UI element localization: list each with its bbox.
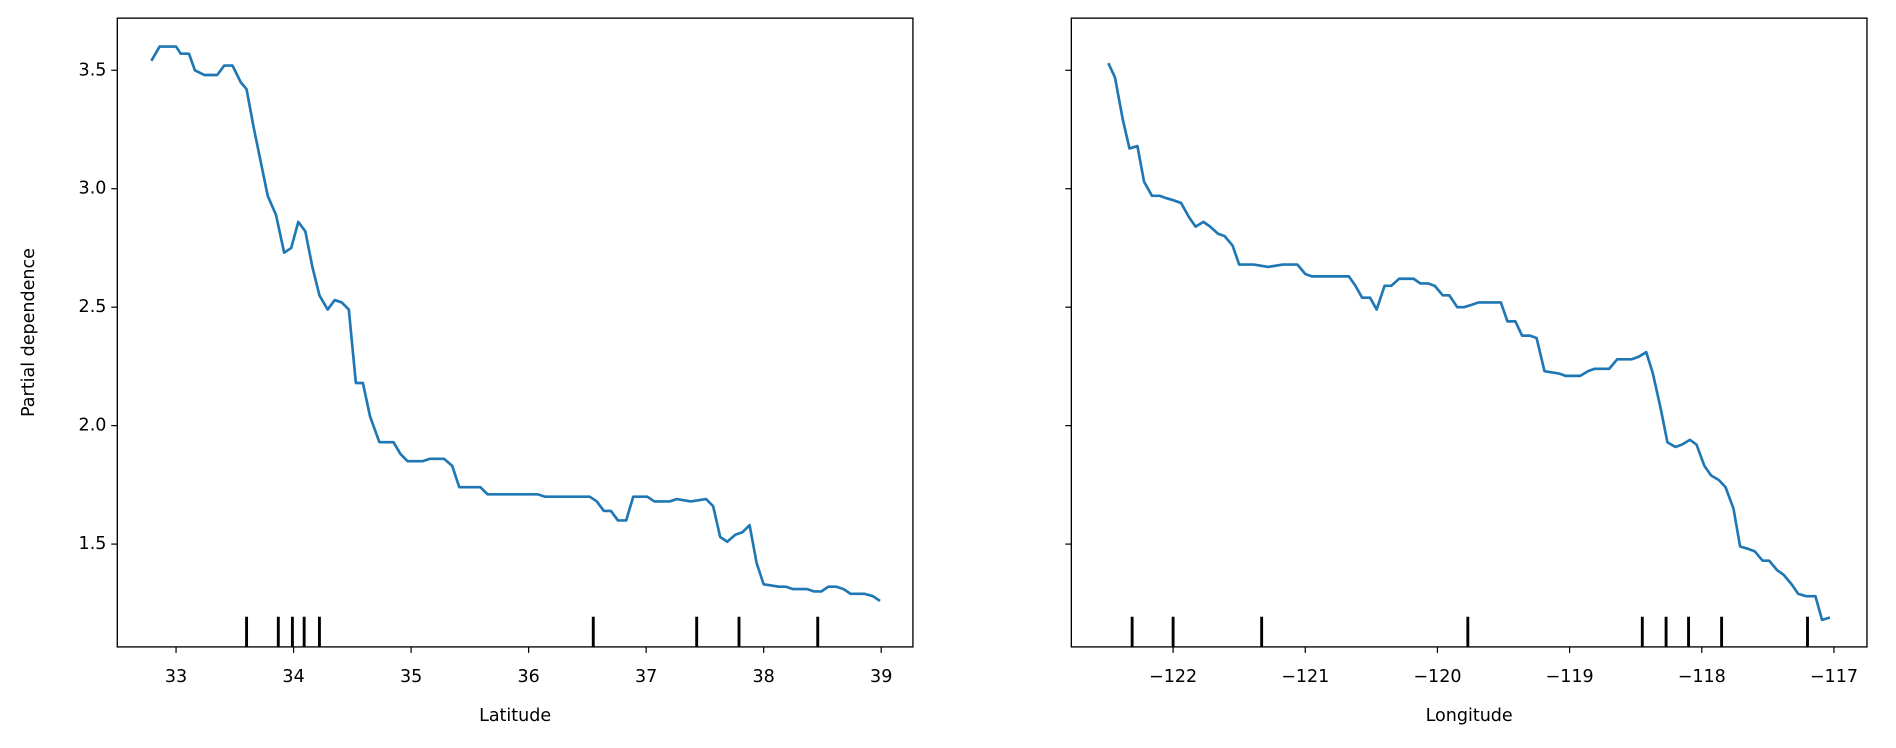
x-tick-label: 36: [517, 667, 539, 687]
x-tick-label: 35: [400, 667, 422, 687]
x-tick-label: −120: [1413, 667, 1461, 687]
x-tick-label: 34: [282, 667, 304, 687]
x-axis-label: Longitude: [1426, 706, 1513, 726]
y-tick-label: 3.0: [79, 179, 107, 199]
y-tick-label: 2.5: [79, 297, 107, 317]
x-tick-label: 33: [165, 667, 187, 687]
x-tick-label: 37: [635, 667, 657, 687]
x-tick-label: 38: [753, 667, 775, 687]
x-tick-label: −121: [1281, 667, 1329, 687]
y-tick-label: 2.0: [79, 416, 107, 436]
x-tick-label: −119: [1546, 667, 1594, 687]
x-tick-label: −122: [1149, 667, 1197, 687]
x-tick-label: −118: [1678, 667, 1726, 687]
y-tick-label: 1.5: [79, 534, 107, 554]
y-axis-label: Partial dependence: [19, 248, 39, 417]
axes-frame: [116, 17, 914, 648]
y-tick-label: 3.5: [79, 60, 107, 80]
x-tick-label: 39: [870, 667, 892, 687]
pd-line: [1107, 62, 1831, 622]
pd-line: [150, 45, 881, 603]
x-tick-label: −117: [1810, 667, 1858, 687]
axes-frame: [1070, 17, 1868, 648]
x-axis-label: Latitude: [479, 706, 551, 726]
